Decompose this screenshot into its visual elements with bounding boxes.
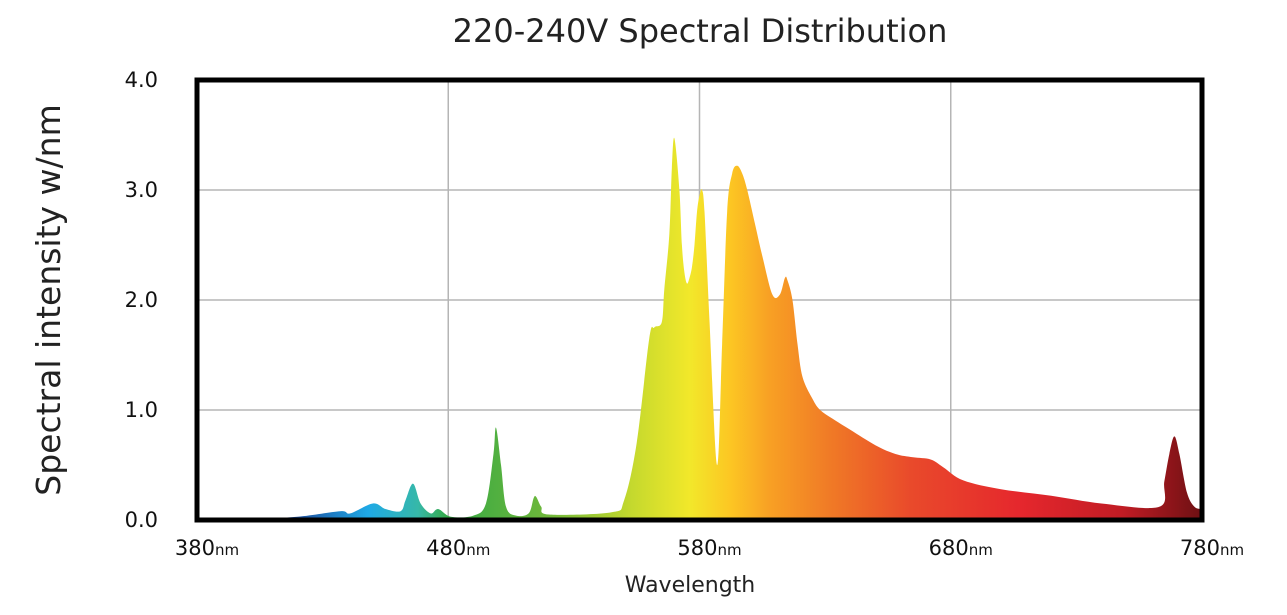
- chart-title: 220-240V Spectral Distribution: [453, 12, 948, 50]
- y-tick-label: 1.0: [125, 398, 158, 422]
- x-tick-label: 680nm: [929, 536, 993, 560]
- x-tick-label: 480nm: [426, 536, 490, 560]
- y-axis-label: Spectral intensity w/nm: [29, 104, 68, 495]
- x-axis-label: Wavelength: [625, 573, 756, 598]
- y-tick-label: 2.0: [125, 288, 158, 312]
- plot-frame: [194, 77, 1205, 523]
- y-tick-label: 3.0: [125, 178, 158, 202]
- y-tick-label: 4.0: [125, 68, 158, 92]
- y-tick-label: 0.0: [125, 508, 158, 532]
- x-tick-label: 380nm: [175, 536, 239, 560]
- spectrum-area: [197, 137, 1202, 520]
- x-tick-label: 780nm: [1180, 536, 1244, 560]
- x-axis-ticks: 380nm 480nm 580nm 680nm 780nm: [175, 536, 1244, 560]
- x-tick-label: 580nm: [677, 536, 741, 560]
- y-axis-ticks: 0.0 1.0 2.0 3.0 4.0: [125, 68, 158, 532]
